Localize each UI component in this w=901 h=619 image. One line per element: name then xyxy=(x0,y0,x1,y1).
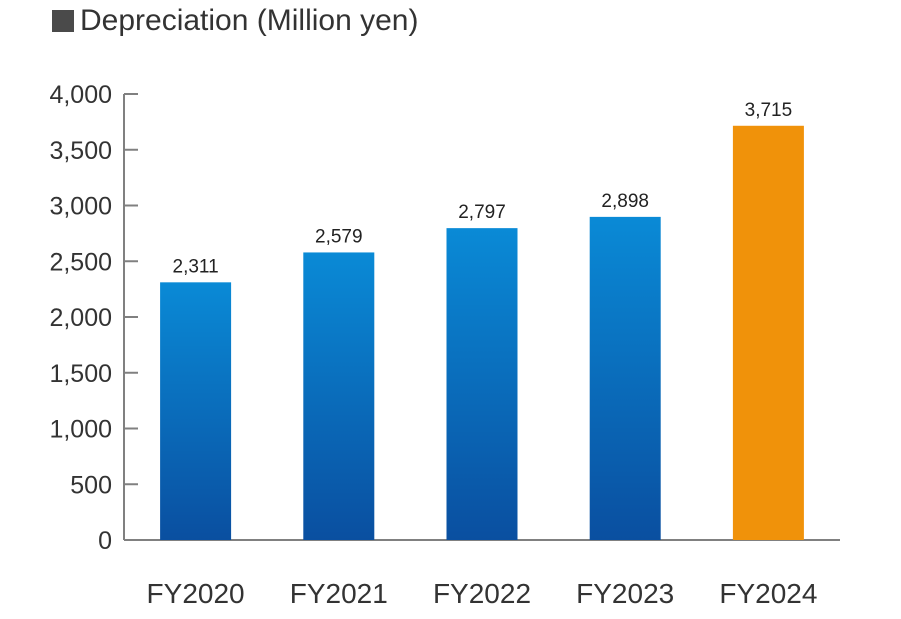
y-tick-label: 3,000 xyxy=(49,193,112,221)
bar xyxy=(160,282,232,540)
y-tick-label: 3,500 xyxy=(49,137,112,165)
chart-title: Depreciation (Million yen) xyxy=(52,4,418,38)
bars xyxy=(160,125,804,541)
bar xyxy=(446,228,518,540)
labels: 2,311 FY2020 2,579 FY2021 2,797 FY2022 2,898 FY… xyxy=(147,100,818,609)
data-label: 2,579 xyxy=(315,226,363,247)
x-tick-label: FY2021 xyxy=(290,578,388,609)
chart-title-text: Depreciation (Million yen) xyxy=(80,4,419,37)
data-label: 2,797 xyxy=(458,202,506,223)
y-tick-label: 0 xyxy=(98,527,112,555)
bar xyxy=(732,125,804,540)
bar xyxy=(589,216,661,541)
x-tick-label: FY2024 xyxy=(719,578,817,609)
y-tick-label: 4,000 xyxy=(49,81,112,109)
data-label: 2,898 xyxy=(601,191,649,212)
axes: 0 500 1,000 1,500 2,000 2,500 3,000 3,500 4,000 xyxy=(49,81,840,555)
y-tick-label: 2,500 xyxy=(49,248,112,276)
x-tick-label: FY2022 xyxy=(433,578,531,609)
y-tick-label: 1,000 xyxy=(49,416,112,444)
y-tick-label: 1,500 xyxy=(49,360,112,388)
data-label: 2,311 xyxy=(173,256,219,277)
data-label: 3,715 xyxy=(745,100,793,121)
x-tick-label: FY2020 xyxy=(147,578,245,609)
title-square-icon xyxy=(52,10,74,32)
y-tick-label: 500 xyxy=(70,471,112,499)
bar xyxy=(303,252,375,540)
y-tick-label: 2,000 xyxy=(49,304,112,332)
x-tick-label: FY2023 xyxy=(576,578,674,609)
